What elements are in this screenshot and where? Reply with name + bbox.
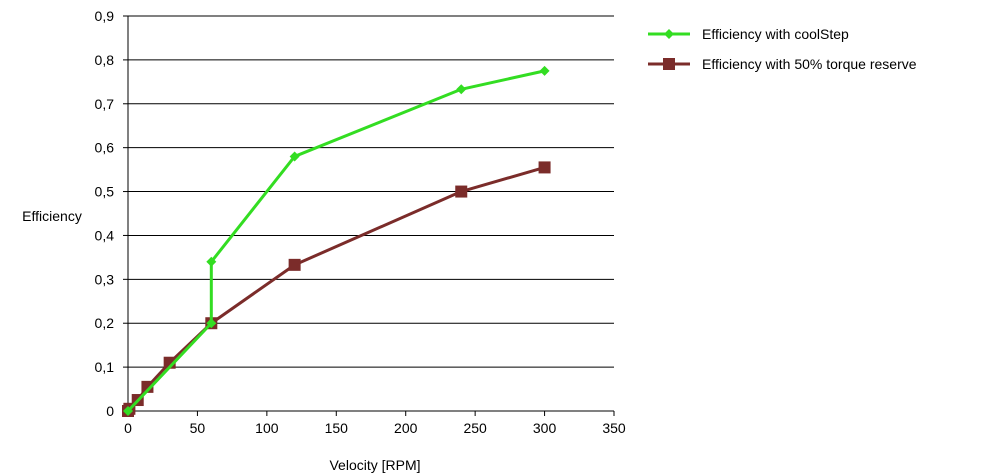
x-tick-label: 300 [533, 420, 557, 436]
gridlines [128, 15, 614, 368]
legend-label: Efficiency with 50% torque reserve [702, 56, 917, 72]
data-point-square [141, 380, 154, 393]
x-axis-label: Velocity [RPM] [329, 457, 420, 473]
y-tick-label: 0,9 [95, 8, 115, 24]
data-point-square [455, 185, 468, 198]
legend-label: Efficiency with coolStep [702, 26, 849, 42]
data-point-diamond [664, 29, 674, 39]
y-axis-label: Efficiency [22, 208, 82, 224]
data-point-diamond [539, 65, 550, 76]
x-tick-label: 150 [325, 420, 349, 436]
data-point-diamond [289, 151, 300, 162]
legend-item: Efficiency with coolStep [648, 26, 849, 42]
x-tick-labels: 0 50 100 150 200 250 300 350 [124, 420, 626, 436]
x-tick-label: 200 [394, 420, 418, 436]
x-tick-label: 100 [255, 420, 279, 436]
x-tick-label: 250 [463, 420, 487, 436]
data-point-square [288, 258, 301, 271]
y-tick-label: 0,6 [95, 140, 115, 156]
x-tick-label: 50 [190, 420, 206, 436]
x-tick-label: 350 [602, 420, 626, 436]
series-line [126, 165, 545, 412]
y-tick-labels: 0 0,1 0,2 0,3 0,4 0,5 0,6 0,7 0,8 0,9 [95, 8, 115, 419]
series-coolstep [123, 65, 550, 416]
data-point-diamond [206, 256, 217, 267]
y-tick-label: 0,8 [95, 52, 115, 68]
legend-item: Efficiency with 50% torque reserve [648, 56, 917, 72]
series-torque-reserve [122, 161, 551, 417]
y-tick-label: 0,2 [95, 315, 115, 331]
y-tick-label: 0,5 [95, 184, 115, 200]
data-point-diamond [456, 84, 467, 95]
legend: Efficiency with coolStep Efficiency with … [648, 26, 917, 72]
y-tick-label: 0,3 [95, 271, 115, 287]
series-layer [122, 65, 551, 417]
data-point-diamond [206, 318, 217, 329]
x-tick-label: 0 [124, 420, 132, 436]
axes [123, 15, 615, 416]
y-tick-label: 0,1 [95, 359, 115, 375]
y-tick-label: 0,7 [95, 96, 115, 112]
data-point-square [663, 58, 675, 70]
series-line [126, 69, 545, 413]
y-tick-label: 0,4 [95, 227, 115, 243]
data-point-diamond [123, 406, 133, 416]
y-tick-label: 0 [106, 403, 114, 419]
data-point-square [538, 161, 551, 174]
